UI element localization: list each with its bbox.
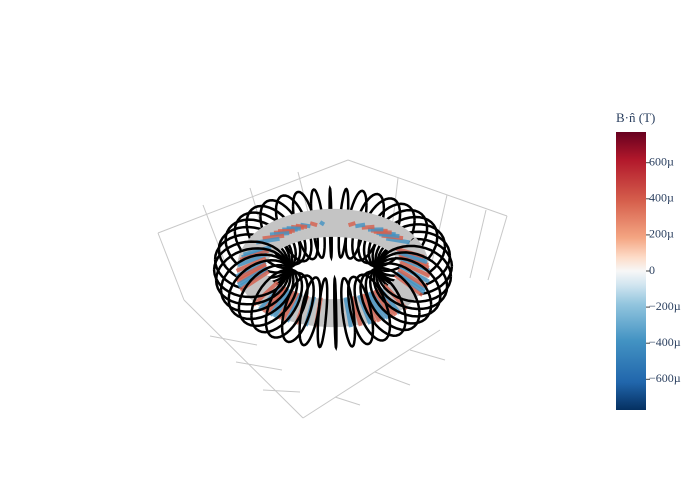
colorbar-tick-label: 0 <box>649 263 655 277</box>
surface-stripe <box>262 233 285 241</box>
surface-stripe <box>319 220 326 227</box>
surface-stripe <box>343 297 353 328</box>
colorbar-tick-label: 200µ <box>649 227 674 241</box>
coil <box>353 273 392 342</box>
surface-stripe <box>361 224 375 230</box>
surface-stripe <box>396 269 427 292</box>
colorbar-tick-label: −400µ <box>649 335 681 349</box>
surface-stripe <box>235 256 267 273</box>
surface-stripe <box>269 231 290 237</box>
colorbar-tick-label: −600µ <box>649 371 681 385</box>
surface-stripe <box>350 296 363 327</box>
coil <box>316 276 329 349</box>
coil <box>375 251 449 311</box>
scene-3d <box>212 185 454 351</box>
colorbar-tick-label: −200µ <box>649 299 681 313</box>
axis-box <box>157 159 508 419</box>
surface-stripe <box>354 222 366 229</box>
surface-stripe <box>357 294 373 325</box>
coil <box>214 247 290 306</box>
surface-stripe <box>237 252 268 268</box>
colorbar <box>616 132 646 410</box>
coil <box>227 258 295 321</box>
coil <box>280 274 315 344</box>
coil <box>376 244 453 303</box>
colorbar-title: B·n̂ (T) <box>616 110 655 125</box>
surface-stripe <box>385 236 410 245</box>
coil <box>340 276 357 348</box>
colorbar-tick-label: 400µ <box>649 191 674 205</box>
coil <box>364 266 421 332</box>
surface-stripe <box>280 291 300 322</box>
surface-stripe <box>235 262 267 281</box>
surface-stripe <box>309 221 318 228</box>
coil <box>376 230 452 289</box>
coil <box>372 257 442 318</box>
coil <box>250 268 304 334</box>
surface-stripe <box>347 221 356 228</box>
coil <box>368 262 433 325</box>
surface-stripe <box>399 260 431 278</box>
colorbar-tick-label: 600µ <box>649 154 674 168</box>
surface-stripe <box>366 291 386 322</box>
coil <box>333 274 338 351</box>
coil <box>359 270 407 337</box>
surface-stripe <box>236 264 268 284</box>
